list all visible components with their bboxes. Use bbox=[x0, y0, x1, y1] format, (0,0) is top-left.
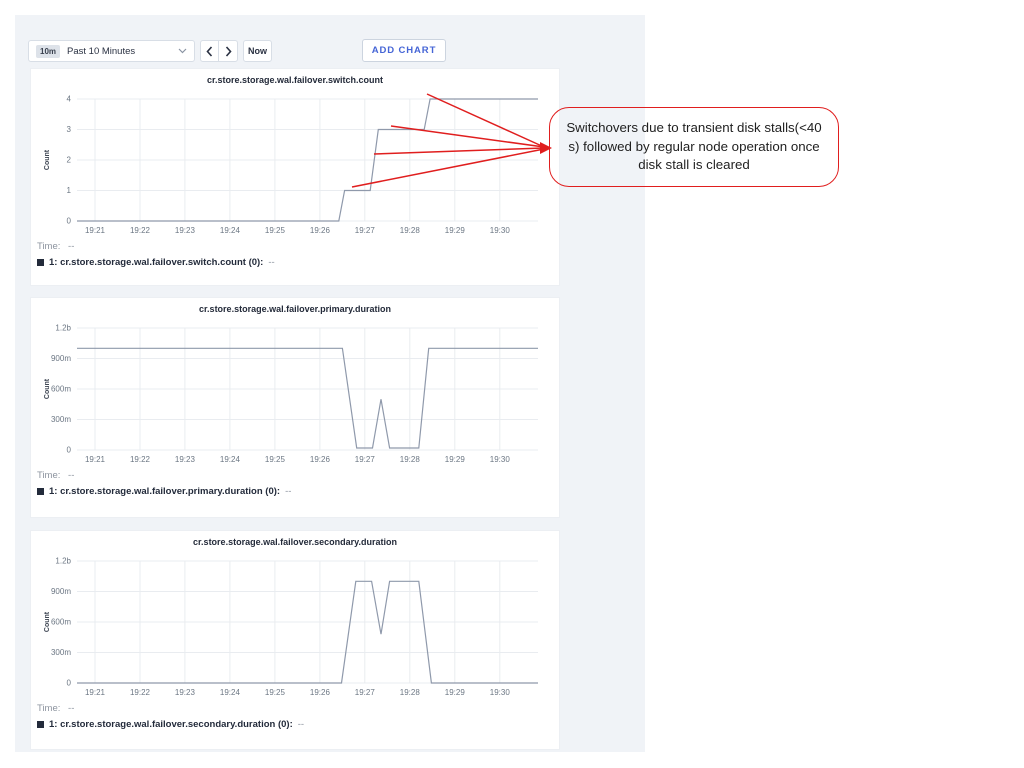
time-range-label: Past 10 Minutes bbox=[67, 45, 136, 57]
add-chart-button[interactable]: ADD CHART bbox=[362, 39, 446, 62]
svg-text:19:30: 19:30 bbox=[490, 455, 511, 464]
svg-text:19:26: 19:26 bbox=[310, 688, 331, 697]
chart-plot[interactable]: 0 1 2 3 4 19:21 19:22 19:23 19:24 19:25 19:26 19:27… bbox=[31, 89, 561, 239]
svg-text:19:27: 19:27 bbox=[355, 226, 376, 235]
svg-text:4: 4 bbox=[67, 95, 72, 104]
svg-text:19:29: 19:29 bbox=[445, 688, 466, 697]
legend-label: 1: cr.store.storage.wal.failover.seconda… bbox=[49, 719, 293, 730]
chart-card-switch-count: cr.store.storage.wal.failover.switch.cou… bbox=[30, 68, 560, 286]
time-nav-group bbox=[200, 40, 238, 62]
svg-text:19:26: 19:26 bbox=[310, 226, 331, 235]
chart-card-secondary-duration: cr.store.storage.wal.failover.secondary.… bbox=[30, 530, 560, 750]
svg-text:19:23: 19:23 bbox=[175, 688, 196, 697]
svg-text:1.2b: 1.2b bbox=[55, 324, 71, 333]
chart-title: cr.store.storage.wal.failover.switch.cou… bbox=[206, 75, 384, 85]
chart-plot[interactable]: 0 300m 600m 900m 1.2b 19:21 19:22 19:23 19:24 19:… bbox=[31, 551, 561, 701]
svg-text:19:30: 19:30 bbox=[490, 226, 511, 235]
svg-text:0: 0 bbox=[67, 446, 72, 455]
svg-text:1.2b: 1.2b bbox=[55, 557, 71, 566]
legend-label: 1: cr.store.storage.wal.failover.primary… bbox=[49, 486, 281, 497]
svg-text:600m: 600m bbox=[51, 618, 71, 627]
svg-text:0: 0 bbox=[67, 217, 72, 226]
time-readout: Time: -- bbox=[37, 703, 559, 714]
time-range-badge: 10m bbox=[36, 44, 61, 58]
svg-text:19:22: 19:22 bbox=[130, 226, 151, 235]
time-readout: Time: -- bbox=[37, 470, 559, 481]
svg-text:19:27: 19:27 bbox=[355, 688, 376, 697]
svg-text:19:29: 19:29 bbox=[445, 226, 466, 235]
svg-text:19:21: 19:21 bbox=[85, 455, 106, 464]
svg-text:Count: Count bbox=[44, 378, 51, 399]
now-button[interactable]: Now bbox=[243, 40, 272, 62]
legend-value: -- bbox=[268, 257, 275, 268]
legend-swatch bbox=[37, 488, 44, 495]
svg-text:19:29: 19:29 bbox=[445, 455, 466, 464]
svg-text:19:23: 19:23 bbox=[175, 226, 196, 235]
time-readout-value: -- bbox=[68, 470, 75, 481]
chevron-right-icon bbox=[225, 45, 232, 57]
svg-text:19:25: 19:25 bbox=[265, 455, 286, 464]
svg-text:600m: 600m bbox=[51, 385, 71, 394]
chart-card-primary-duration: cr.store.storage.wal.failover.primary.du… bbox=[30, 297, 560, 518]
svg-text:900m: 900m bbox=[51, 354, 71, 363]
svg-text:Count: Count bbox=[44, 611, 51, 632]
svg-text:19:25: 19:25 bbox=[265, 688, 286, 697]
svg-text:1: 1 bbox=[67, 186, 72, 195]
svg-text:2: 2 bbox=[67, 156, 72, 165]
time-readout-label: Time: bbox=[37, 241, 61, 252]
legend-swatch bbox=[37, 259, 44, 266]
svg-text:19:30: 19:30 bbox=[490, 688, 511, 697]
chart-title: cr.store.storage.wal.failover.primary.du… bbox=[199, 304, 391, 314]
svg-text:900m: 900m bbox=[51, 587, 71, 596]
svg-text:19:24: 19:24 bbox=[220, 455, 241, 464]
svg-text:19:25: 19:25 bbox=[265, 226, 286, 235]
chart-title: cr.store.storage.wal.failover.secondary.… bbox=[193, 537, 397, 547]
svg-text:0: 0 bbox=[67, 679, 72, 688]
legend-swatch bbox=[37, 721, 44, 728]
svg-text:19:27: 19:27 bbox=[355, 455, 376, 464]
svg-text:19:24: 19:24 bbox=[220, 688, 241, 697]
legend-value: -- bbox=[297, 719, 305, 730]
legend-row: 1: cr.store.storage.wal.failover.primary… bbox=[37, 486, 559, 497]
svg-text:300m: 300m bbox=[51, 648, 71, 657]
svg-text:Count: Count bbox=[44, 149, 51, 170]
svg-text:19:21: 19:21 bbox=[85, 688, 106, 697]
svg-text:19:23: 19:23 bbox=[175, 455, 196, 464]
time-readout-value: -- bbox=[68, 241, 75, 252]
legend-row: 1: cr.store.storage.wal.failover.seconda… bbox=[37, 719, 559, 730]
time-range-selector[interactable]: 10m Past 10 Minutes bbox=[28, 40, 195, 62]
legend-label: 1: cr.store.storage.wal.failover.switch.… bbox=[49, 257, 264, 268]
svg-text:19:22: 19:22 bbox=[130, 688, 151, 697]
time-prev-button[interactable] bbox=[201, 41, 219, 61]
svg-text:3: 3 bbox=[67, 125, 72, 134]
svg-text:19:26: 19:26 bbox=[310, 455, 331, 464]
time-next-button[interactable] bbox=[219, 41, 237, 61]
chart-plot[interactable]: 0 300m 600m 900m 1.2b 19:21 19:22 19:23 19:24 19:… bbox=[31, 318, 561, 468]
svg-text:19:28: 19:28 bbox=[400, 226, 421, 235]
legend-value: -- bbox=[285, 486, 292, 497]
time-readout-value: -- bbox=[68, 703, 75, 714]
svg-text:19:24: 19:24 bbox=[220, 226, 241, 235]
chevron-left-icon bbox=[206, 45, 213, 57]
svg-text:300m: 300m bbox=[51, 415, 71, 424]
time-readout-label: Time: bbox=[37, 470, 61, 481]
legend-row: 1: cr.store.storage.wal.failover.switch.… bbox=[37, 257, 559, 268]
chevron-down-icon bbox=[178, 48, 187, 54]
svg-text:19:28: 19:28 bbox=[400, 688, 421, 697]
svg-text:19:28: 19:28 bbox=[400, 455, 421, 464]
time-readout: Time: -- bbox=[37, 241, 559, 252]
svg-text:19:21: 19:21 bbox=[85, 226, 106, 235]
annotation-text: Switchovers due to transient disk stalls… bbox=[566, 119, 822, 173]
time-readout-label: Time: bbox=[37, 703, 61, 714]
svg-text:19:22: 19:22 bbox=[130, 455, 151, 464]
annotation-callout: Switchovers due to transient disk stalls… bbox=[549, 107, 839, 187]
